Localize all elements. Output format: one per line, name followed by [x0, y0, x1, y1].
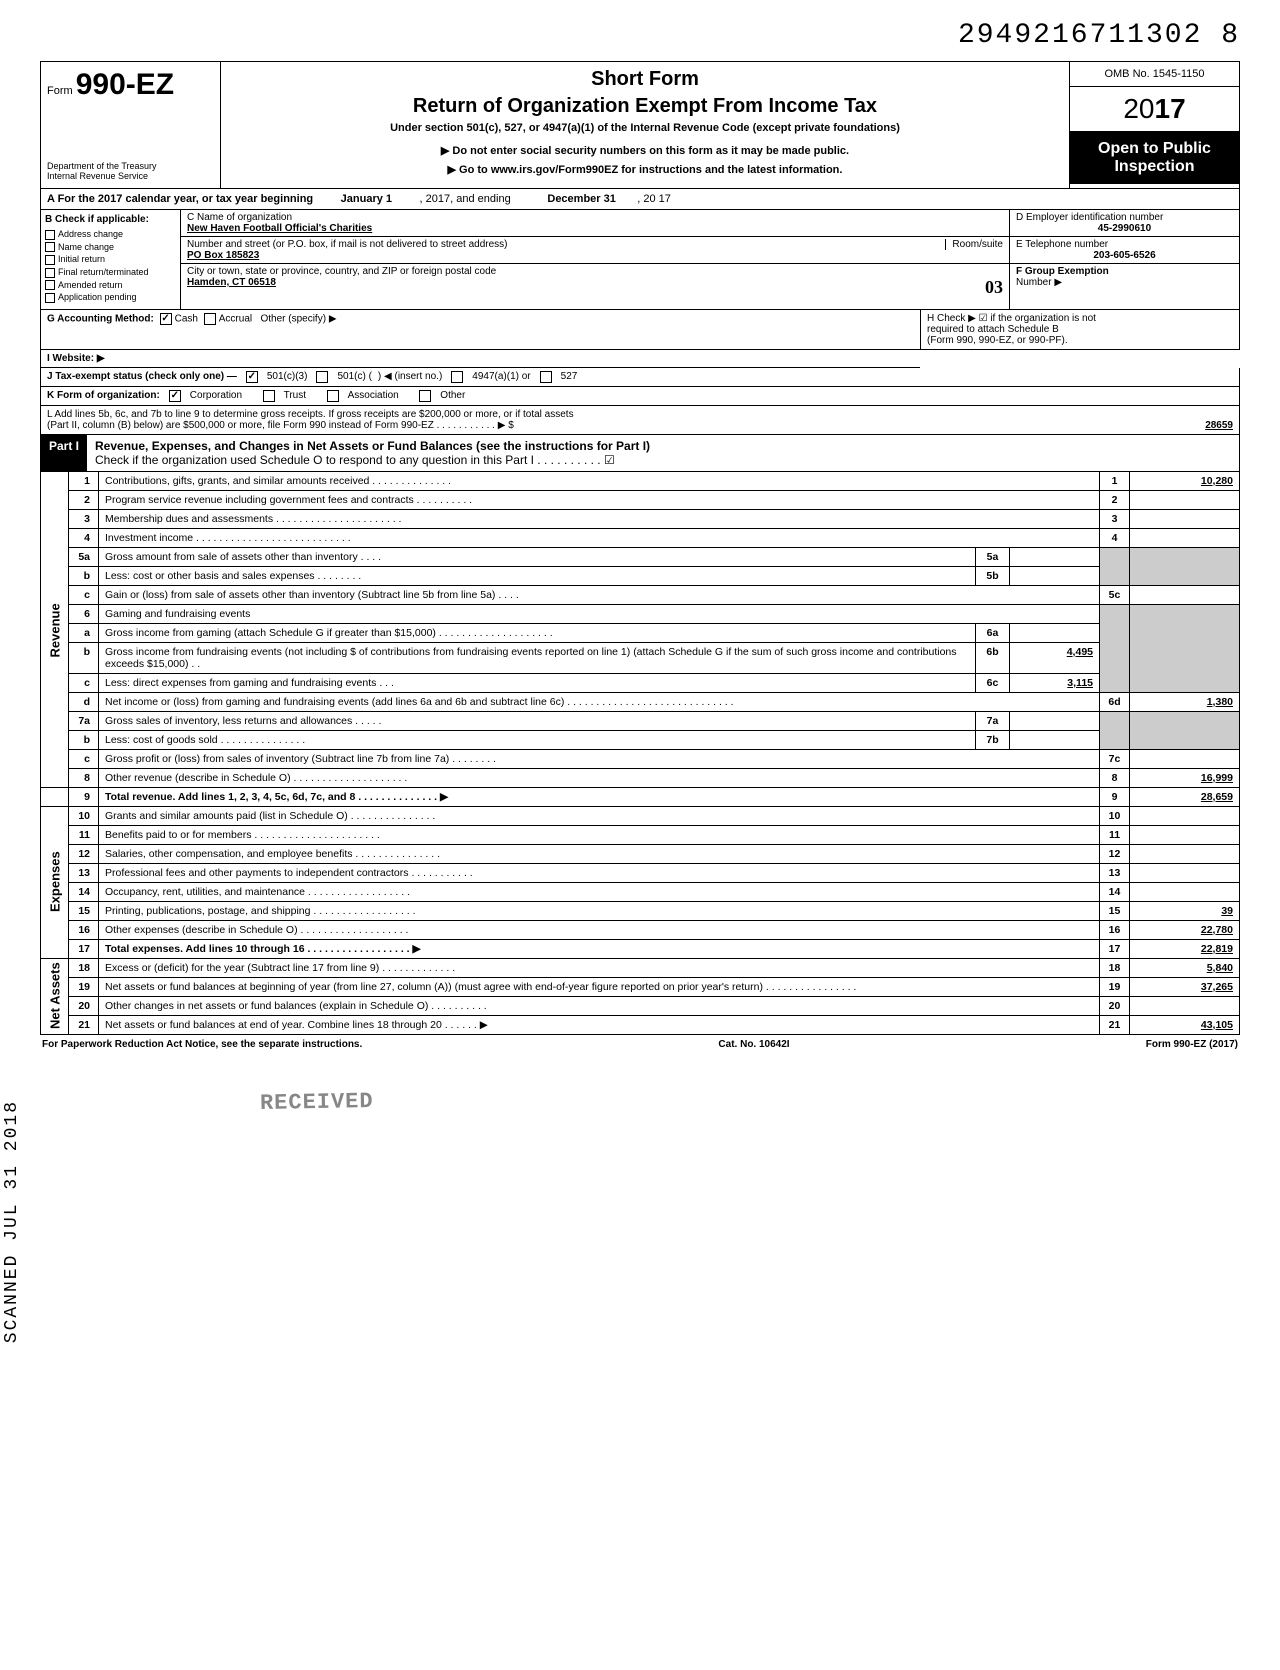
line19-amount: 37,265 [1130, 977, 1240, 996]
line6d-amount: 1,380 [1130, 692, 1240, 711]
dln-number: 2949216711302 8 [40, 20, 1240, 51]
chk-corporation[interactable]: ✓ [169, 390, 181, 402]
col-def: D Employer identification number 45-2990… [1009, 210, 1239, 309]
chk-amended[interactable]: Amended return [45, 280, 176, 291]
row-j-tax-status: J Tax-exempt status (check only one) — ✓… [40, 368, 1240, 387]
received-stamp: RECEIVED [260, 1089, 374, 1116]
phone: 203-605-6526 [1016, 250, 1233, 261]
row-g-accounting: G Accounting Method: ✓Cash Accrual Other… [40, 310, 920, 350]
chk-final-return[interactable]: Final return/terminated [45, 267, 176, 278]
col-b-checkboxes: B Check if applicable: Address change Na… [41, 210, 181, 309]
gross-receipts-total: 28659 [1205, 420, 1233, 431]
page-footer: For Paperwork Reduction Act Notice, see … [40, 1035, 1240, 1054]
side-expenses: Expenses [41, 806, 69, 958]
line18-amount: 5,840 [1130, 958, 1240, 977]
chk-association[interactable] [327, 390, 339, 402]
line17-total-expenses: 22,819 [1130, 939, 1240, 958]
tax-year: 2017 [1070, 87, 1239, 132]
line1-amount: 10,280 [1130, 472, 1240, 491]
chk-501c3[interactable]: ✓ [246, 371, 258, 383]
lines-table: Revenue 1Contributions, gifts, grants, a… [40, 472, 1240, 1035]
col-c-org-info: C Name of organization New Haven Footbal… [181, 210, 1009, 309]
line15-amount: 39 [1130, 901, 1240, 920]
instruction-1: ▶ Do not enter social security numbers o… [231, 144, 1059, 157]
chk-trust[interactable] [263, 390, 275, 402]
chk-527[interactable] [540, 371, 552, 383]
dept-treasury: Department of the Treasury Internal Reve… [47, 162, 214, 182]
line6b-amount: 4,495 [1010, 642, 1100, 673]
side-net-assets: Net Assets [41, 958, 69, 1034]
chk-pending[interactable]: Application pending [45, 292, 176, 303]
omb-number: OMB No. 1545-1150 [1070, 62, 1239, 87]
chk-cash[interactable]: ✓ [160, 313, 172, 325]
chk-address-change[interactable]: Address change [45, 229, 176, 240]
block-bcdef: B Check if applicable: Address change Na… [40, 210, 1240, 310]
chk-4947[interactable] [451, 371, 463, 383]
ein: 45-2990610 [1016, 223, 1233, 234]
row-i-website: I Website: ▶ [40, 350, 920, 368]
open-public: Open to Public Inspection [1070, 132, 1239, 184]
line9-total-revenue: 28,659 [1130, 787, 1240, 806]
chk-501c[interactable] [316, 371, 328, 383]
chk-other[interactable] [419, 390, 431, 402]
form-subtitle: Under section 501(c), 527, or 4947(a)(1)… [231, 122, 1059, 134]
row-h-schedule-b: H Check ▶ ☑ if the organization is not r… [920, 310, 1240, 350]
chk-name-change[interactable]: Name change [45, 242, 176, 253]
form-number: Form 990-EZ [47, 68, 214, 102]
line16-amount: 22,780 [1130, 920, 1240, 939]
instruction-2: ▶ Go to www.irs.gov/Form990EZ for instru… [231, 163, 1059, 176]
form-header: Form 990-EZ Department of the Treasury I… [40, 61, 1240, 189]
org-name: New Haven Football Official's Charities [187, 223, 1003, 234]
org-address: PO Box 185823 [187, 250, 1003, 261]
org-city: Hamden, CT 06518 [187, 277, 276, 298]
side-revenue: Revenue [41, 472, 69, 788]
form-title: Return of Organization Exempt From Incom… [231, 95, 1059, 118]
chk-accrual[interactable] [204, 313, 216, 325]
chk-initial-return[interactable]: Initial return [45, 254, 176, 265]
line6c-amount: 3,115 [1010, 673, 1100, 692]
row-l-gross-receipts: L Add lines 5b, 6c, and 7b to line 9 to … [40, 406, 1240, 435]
line21-amount: 43,105 [1130, 1015, 1240, 1034]
scanned-stamp: SCANNED JUL 31 2018 [2, 1100, 22, 1343]
short-form-label: Short Form [231, 68, 1059, 91]
row-k-form-org: K Form of organization: ✓Corporation Tru… [40, 387, 1240, 406]
line8-amount: 16,999 [1130, 768, 1240, 787]
handwritten-03: 03 [985, 277, 1003, 298]
part1-header: Part I Revenue, Expenses, and Changes in… [40, 435, 1240, 472]
row-a-calendar-year: A For the 2017 calendar year, or tax yea… [40, 189, 1240, 210]
